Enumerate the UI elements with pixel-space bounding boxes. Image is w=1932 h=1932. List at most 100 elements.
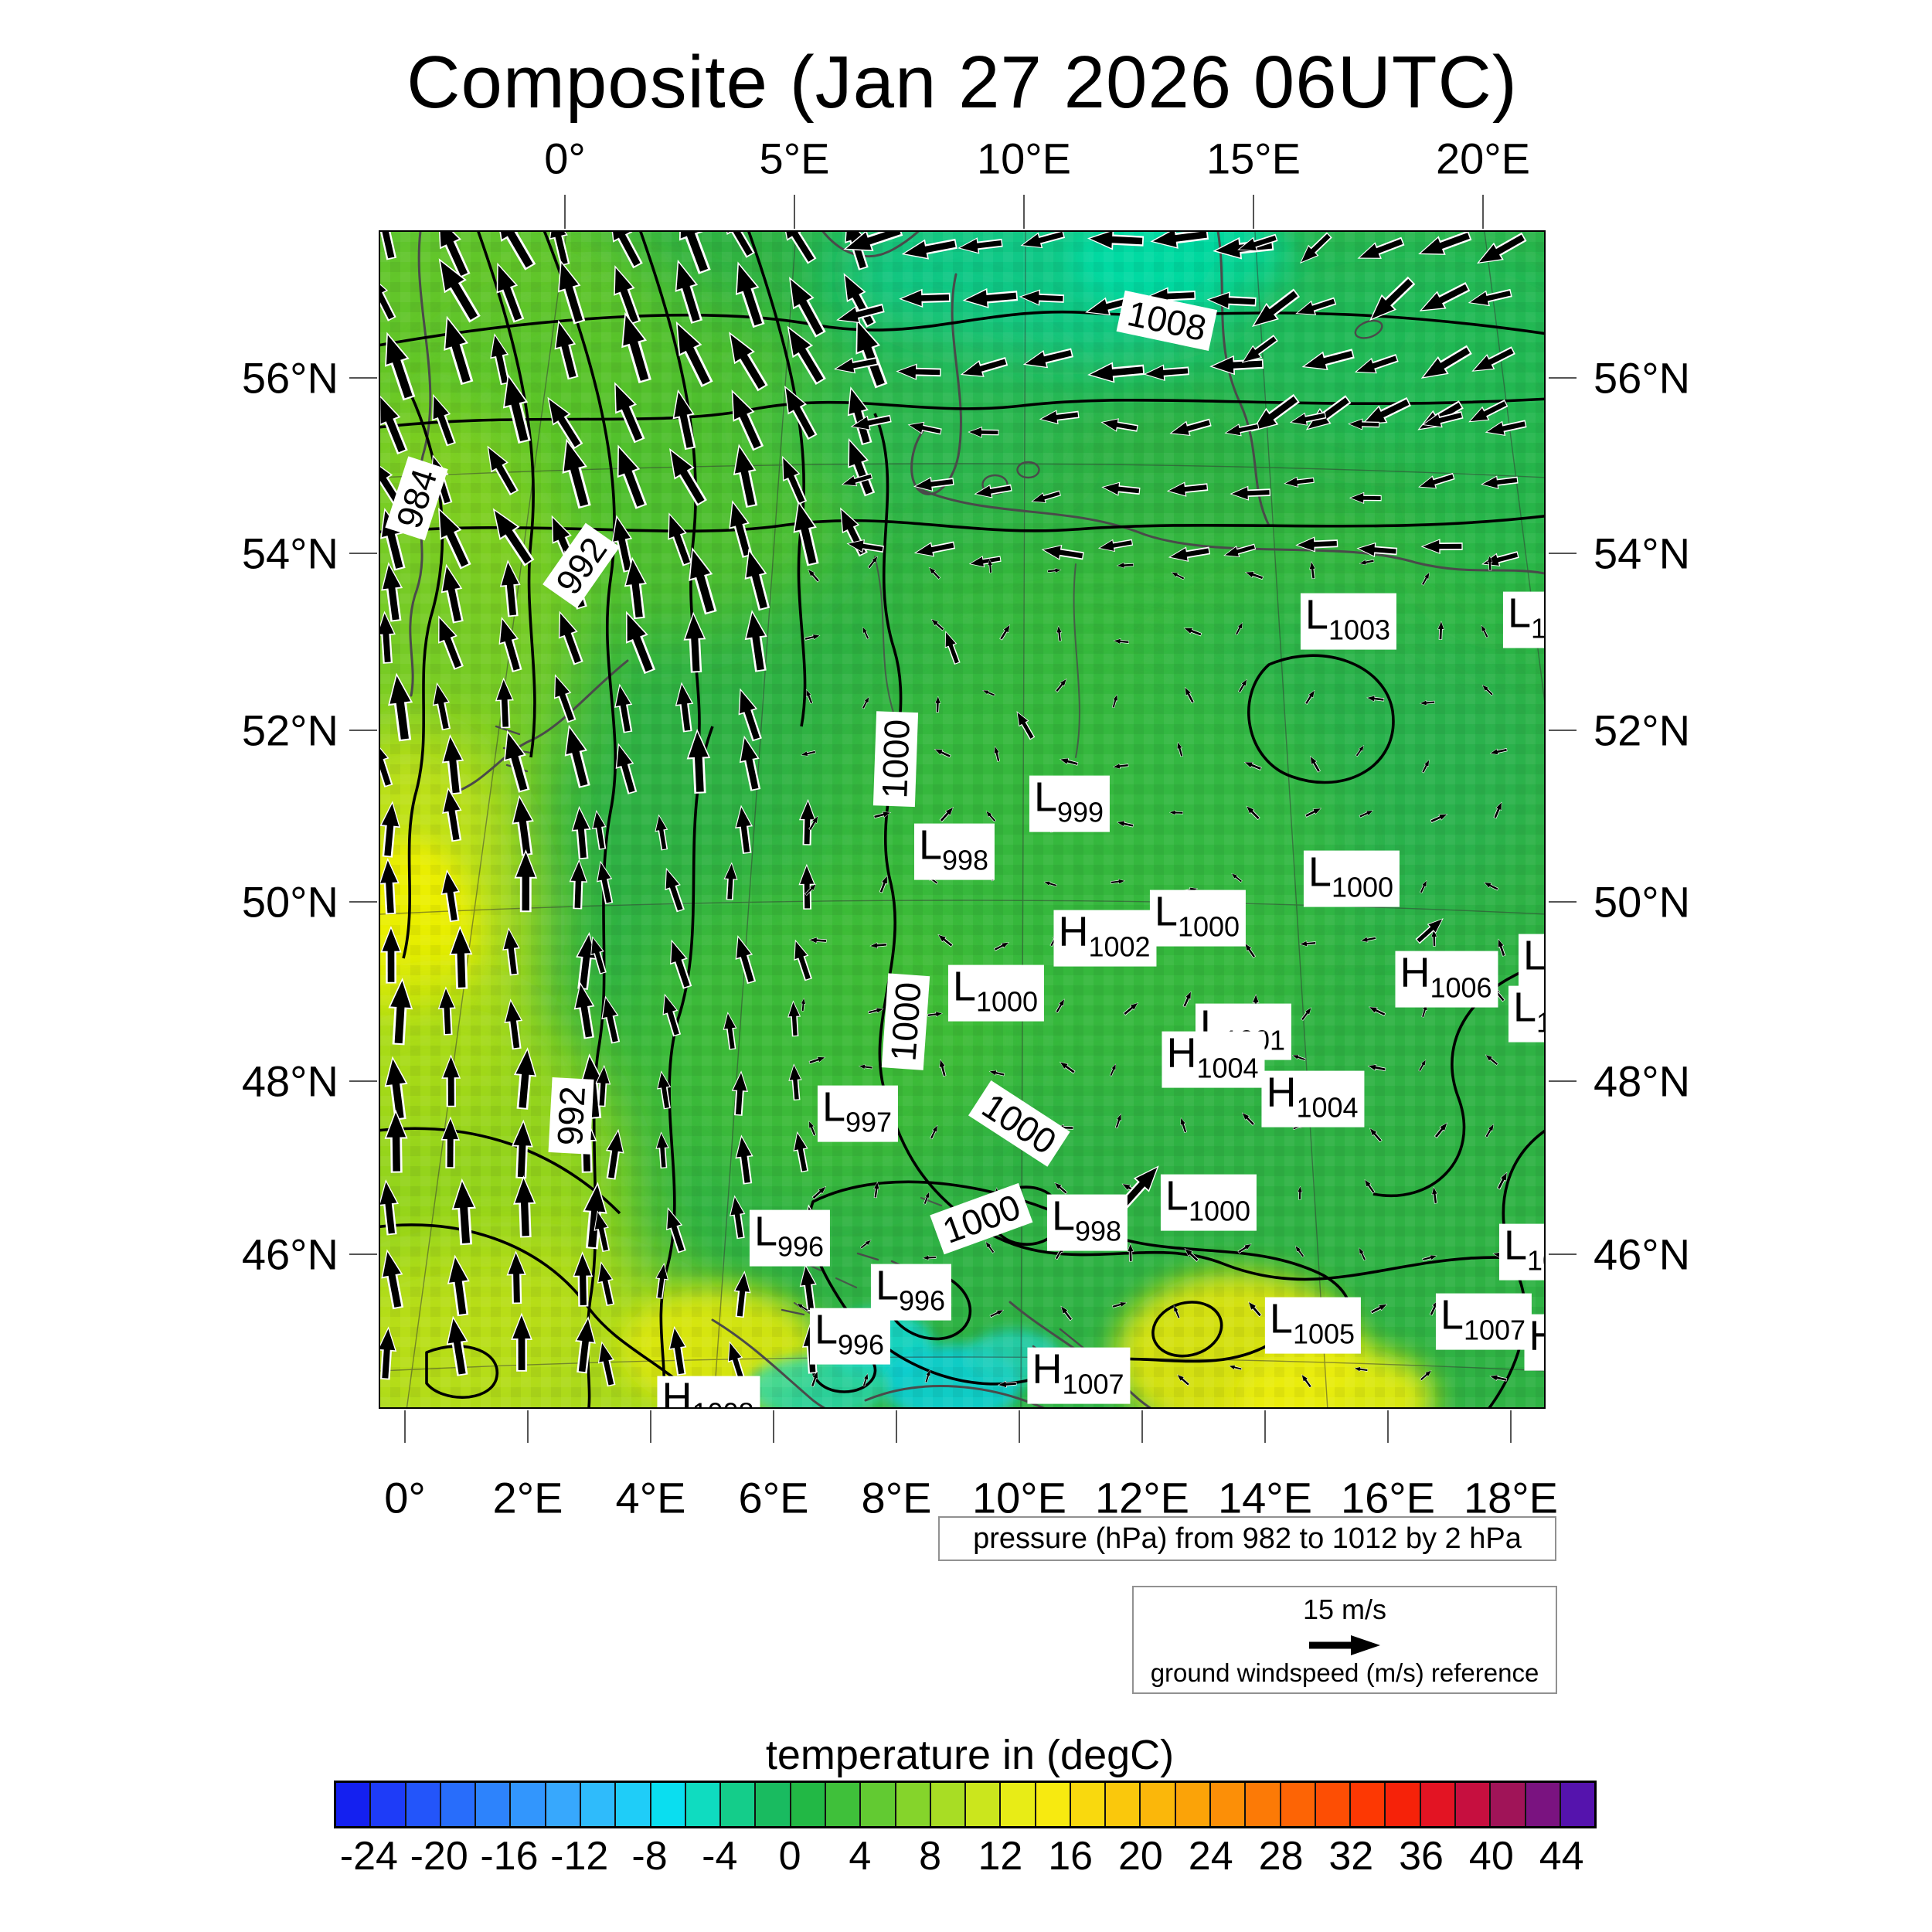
- colorbar-tick-label: -12: [550, 1834, 609, 1879]
- wind-arrow: [1369, 276, 1416, 321]
- wind-arrow: [1251, 288, 1301, 328]
- pressure-marker-letter: H: [1400, 949, 1430, 996]
- axis-tick-lat-right: [1549, 377, 1577, 379]
- wind-arrow: [968, 556, 1002, 568]
- pressure-marker-letter: L: [1507, 590, 1531, 637]
- pressure-marker-letter: L: [814, 1306, 838, 1353]
- wind-arrow: [1299, 940, 1316, 947]
- wind-arrow: [512, 794, 534, 856]
- wind-arrow: [1171, 572, 1185, 580]
- wind-arrow: [1022, 348, 1073, 369]
- pressure-marker-letter: L: [1503, 1222, 1527, 1269]
- wind-arrow: [626, 611, 656, 675]
- wind-arrow: [1055, 998, 1065, 1013]
- wind-arrow: [1060, 1061, 1076, 1074]
- wind-arrow: [1310, 755, 1321, 773]
- colorbar-cell: [1454, 1783, 1490, 1826]
- wind-arrow: [989, 1309, 1005, 1318]
- wind-arrow: [1420, 345, 1472, 379]
- wind-arrow: [547, 396, 583, 450]
- wind-arrow: [1177, 741, 1184, 757]
- pressure-marker-value: 10: [1536, 1007, 1544, 1039]
- wind-arrow: [1471, 346, 1515, 372]
- wind-arrow: [1295, 536, 1338, 553]
- wind-arrow: [899, 288, 951, 308]
- wind-reference-speed: 15 m/s: [1302, 1594, 1387, 1625]
- wind-arrow: [1180, 1117, 1188, 1134]
- wind-arrow: [1224, 423, 1260, 437]
- wind-arrow: [731, 389, 764, 451]
- wind-arrow: [907, 421, 942, 435]
- wind-arrow: [1248, 1301, 1262, 1318]
- wind-arrow: [388, 978, 413, 1046]
- pressure-marker-value: 996: [898, 1284, 946, 1317]
- wind-arrow: [1143, 364, 1189, 382]
- wind-arrow: [1418, 472, 1455, 489]
- wind-arrow: [1368, 1006, 1386, 1017]
- wind-arrow: [502, 373, 531, 444]
- pressure-marker-letter: L: [1051, 1192, 1075, 1240]
- pressure-marker-low: L1000: [1149, 889, 1247, 947]
- wind-arrow: [934, 749, 951, 758]
- wind-arrow: [380, 858, 400, 915]
- wind-arrow: [937, 934, 954, 947]
- colorbar-tick-label: 4: [849, 1834, 872, 1879]
- colorbar-cell: [1559, 1783, 1595, 1826]
- wind-arrow: [957, 237, 1003, 254]
- wind-arrow: [1370, 1304, 1388, 1315]
- wind-arrow: [686, 729, 711, 794]
- axis-label-lon-bottom: 2°E: [492, 1473, 563, 1522]
- wind-arrow: [615, 743, 638, 794]
- colorbar-cell: [439, 1783, 475, 1826]
- pressure-marker-letter: H: [662, 1374, 692, 1409]
- wind-arrow: [1420, 539, 1463, 555]
- wind-arrow: [1289, 411, 1327, 426]
- wind-arrow: [624, 556, 647, 620]
- wind-arrow: [1182, 991, 1192, 1008]
- wind-arrow: [569, 859, 588, 910]
- wind-arrow: [1168, 546, 1211, 562]
- pressure-marker-high: H1007: [1027, 1347, 1131, 1404]
- wind-arrow: [733, 1270, 751, 1318]
- wind-arrow: [1418, 232, 1472, 255]
- wind-arrow: [1055, 679, 1067, 693]
- wind-arrow: [440, 563, 464, 624]
- wind-arrow: [655, 814, 668, 851]
- wind-arrow: [564, 724, 590, 788]
- wind-arrow: [806, 689, 813, 704]
- wind-arrow: [862, 696, 869, 709]
- axis-tick-lon-top: [794, 195, 795, 229]
- wind-arrow: [1112, 1301, 1128, 1308]
- wind-arrow: [380, 394, 408, 455]
- wind-arrow: [665, 867, 685, 913]
- axis-label-lat-left: 54°N: [241, 529, 338, 578]
- wind-arrow: [930, 1124, 938, 1140]
- wind-arrow: [554, 674, 577, 723]
- wind-arrow: [733, 444, 758, 509]
- wind-arrow: [988, 1070, 1005, 1077]
- axis-tick-lon-bottom: [1510, 1410, 1512, 1443]
- wind-arrow: [451, 1178, 476, 1246]
- wind-arrow: [672, 389, 696, 451]
- wind-arrow: [380, 1179, 399, 1236]
- wind-arrow: [511, 1119, 533, 1179]
- wind-arrow: [492, 508, 535, 566]
- wind-arrow: [1357, 236, 1405, 259]
- wind-arrow: [1284, 476, 1315, 488]
- wind-arrow: [811, 1186, 827, 1200]
- colorbar-cell: [1384, 1783, 1420, 1826]
- wind-arrow: [675, 259, 703, 324]
- wind-arrow: [441, 1054, 461, 1107]
- axis-tick-lat-left: [349, 377, 377, 379]
- colorbar-cell: [649, 1783, 685, 1826]
- wind-arrow: [804, 883, 817, 896]
- wind-arrow: [1150, 232, 1209, 249]
- colorbar-cell: [1279, 1783, 1315, 1826]
- wind-arrow: [1419, 281, 1471, 311]
- wind-arrow: [723, 862, 738, 900]
- wind-arrow: [735, 804, 753, 855]
- pressure-marker-value: 1004: [1296, 1091, 1359, 1124]
- wind-arrow: [614, 382, 645, 444]
- colorbar-tick-label: 0: [778, 1834, 801, 1879]
- axis-tick-lon-bottom: [404, 1410, 406, 1443]
